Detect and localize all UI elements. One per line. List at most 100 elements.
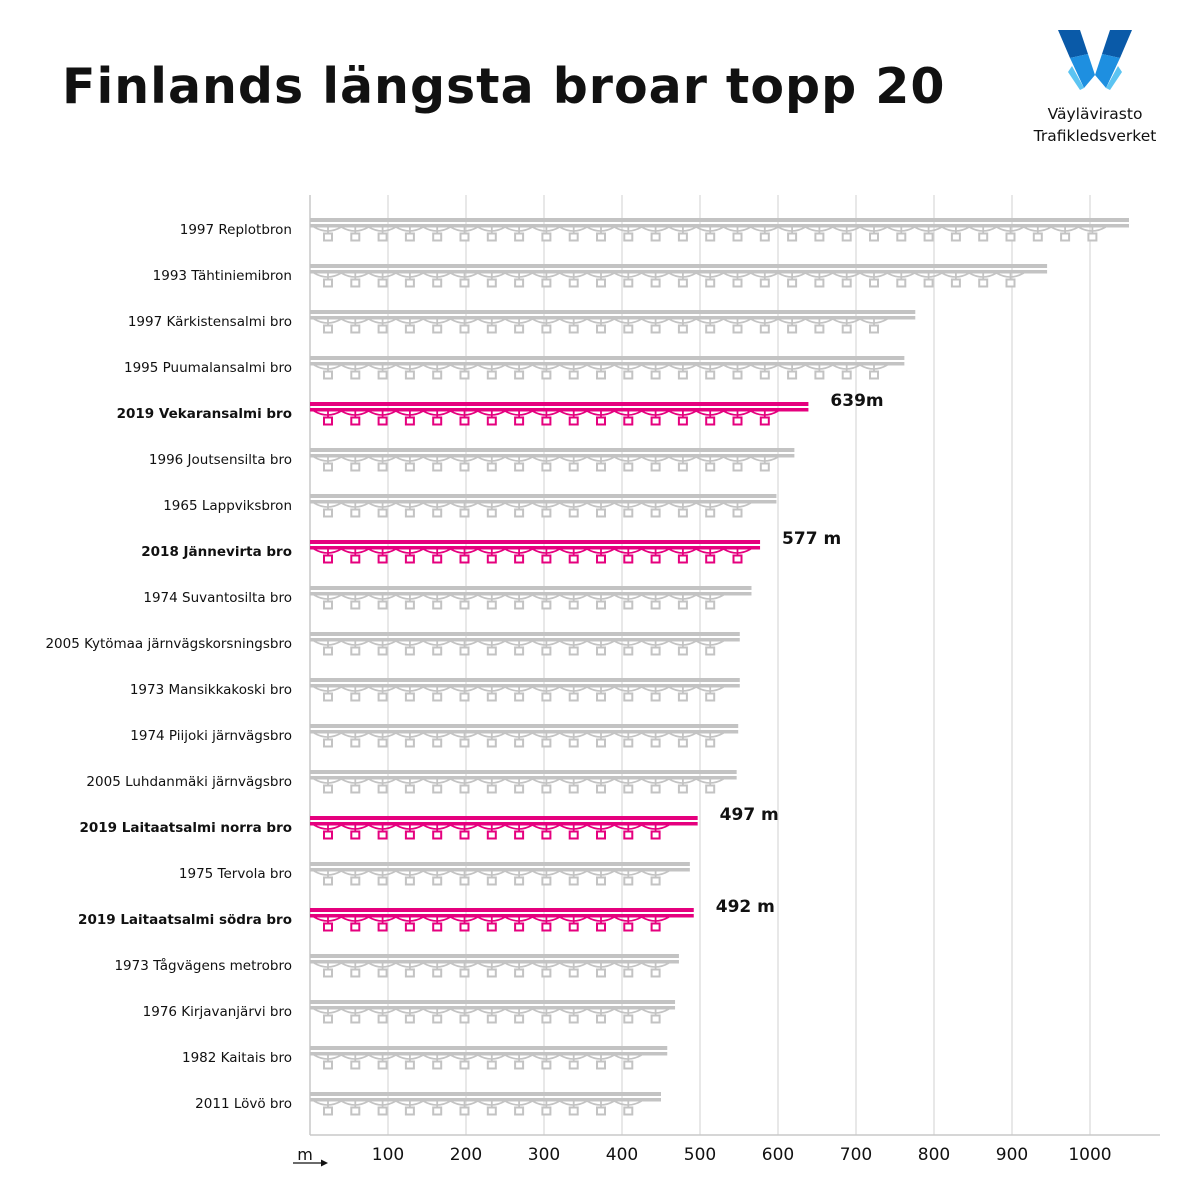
bridge-deck-bottom — [310, 270, 1048, 274]
bridge-pier-foot — [486, 876, 497, 886]
category-label: 1982 Kaitais bro — [182, 1050, 292, 1066]
bridge-pier-foot — [596, 600, 606, 610]
bridge-pier-foot — [705, 324, 716, 334]
bridge-bar — [310, 816, 698, 840]
bridge-pier-foot — [705, 232, 716, 242]
bridge-pier-foot — [459, 738, 470, 748]
bridge-pier-foot — [350, 324, 361, 334]
bridge-pier-foot — [623, 968, 634, 978]
bridge-bar — [310, 908, 694, 932]
x-tick-label: 200 — [450, 1145, 482, 1165]
bridge-pier-foot — [923, 278, 934, 288]
category-label: 2019 Vekaransalmi bro — [117, 406, 292, 422]
bridge-pier-foot — [596, 784, 606, 794]
bridge-pier-foot — [596, 370, 606, 380]
category-label: 1993 Tähtiniemibron — [153, 268, 292, 284]
bridge-pier-foot — [486, 646, 497, 656]
bridge-pier-foot — [323, 600, 333, 610]
bridge-pier-foot — [404, 922, 415, 932]
bridge-pier-foot — [568, 646, 579, 656]
bridge-pier-foot — [432, 370, 443, 380]
bridge-arches — [313, 502, 752, 508]
bridge-deck-top — [310, 816, 698, 820]
bridge-bar — [310, 448, 795, 472]
bridge-pier-foot — [568, 922, 579, 932]
bridge-pier-foot — [568, 554, 579, 564]
bridge-pier-foot — [677, 324, 688, 334]
bridge-pier-foot — [869, 370, 879, 380]
bridge-pier-foot — [404, 278, 415, 288]
x-tick-label: 900 — [996, 1145, 1028, 1165]
bridge-pier-foot — [596, 508, 606, 518]
bridge-pier-foot — [350, 1106, 361, 1116]
agency-logo: Väylävirasto Trafikledsverket — [1010, 30, 1180, 150]
bridge-deck-top — [310, 356, 905, 360]
bridge-pier-foot — [377, 876, 388, 886]
bridge-pier-foot — [568, 738, 579, 748]
bridge-pier-foot — [459, 278, 470, 288]
bridge-pier-foot — [787, 278, 798, 288]
bridge-pier-foot — [759, 232, 770, 242]
bridge-bar — [310, 770, 737, 794]
x-tick-label: 300 — [528, 1145, 560, 1165]
bridge-pier-foot — [432, 968, 443, 978]
bridge-pier-foot — [377, 462, 388, 472]
bridge-deck-top — [310, 1046, 668, 1050]
bridge-pier-foot — [514, 784, 525, 794]
bridge-pier-foot — [350, 600, 361, 610]
bridge-pier-foot — [1005, 232, 1016, 242]
bridge-pier-foot — [323, 1106, 333, 1116]
bridge-pier-foot — [541, 830, 552, 840]
bridge-pier-foot — [432, 646, 443, 656]
bridge-deck-bottom — [310, 914, 694, 918]
bridge-pier-foot — [459, 554, 470, 564]
category-label: 2019 Laitaatsalmi södra bro — [78, 912, 292, 928]
bridge-pier-foot — [896, 232, 907, 242]
bridge-pier-foot — [404, 508, 415, 518]
bridge-pier-foot — [978, 278, 989, 288]
bridge-pier-foot — [705, 646, 716, 656]
category-label: 1995 Puumalansalmi bro — [124, 360, 292, 376]
category-label: 2019 Laitaatsalmi norra bro — [79, 820, 292, 836]
bridge-deck-top — [310, 448, 795, 452]
bridge-deck-top — [310, 862, 690, 866]
bridge-pier-foot — [514, 830, 525, 840]
bridge-pier-foot — [486, 462, 497, 472]
bridge-pier-foot — [459, 1060, 470, 1070]
bridge-pier-foot — [350, 554, 361, 564]
bridge-pier-foot — [705, 416, 716, 426]
bridge-pier-foot — [432, 922, 443, 932]
bridge-pier-foot — [869, 278, 879, 288]
bridge-pier-foot — [841, 278, 852, 288]
bridge-pier-foot — [323, 738, 333, 748]
bridge-pier-foot — [568, 968, 579, 978]
logo-shape-right-low — [1106, 66, 1122, 90]
bridge-pier-foot — [732, 324, 743, 334]
bridge-pier-foot — [432, 830, 443, 840]
bridge-bar — [310, 218, 1129, 242]
bridge-pier-foot — [950, 232, 961, 242]
bridge-pier-foot — [705, 692, 716, 702]
bridge-pier-foot — [350, 416, 361, 426]
bridge-pier-foot — [323, 232, 333, 242]
bridge-pier-foot — [541, 1014, 552, 1024]
bridge-pier-foot — [377, 1060, 388, 1070]
bridge-deck-top — [310, 770, 737, 774]
bridge-pier-foot — [623, 370, 634, 380]
bridge-pier-foot — [650, 278, 661, 288]
bridge-pier-foot — [623, 232, 634, 242]
bridge-pier-foot — [568, 462, 579, 472]
bridge-pier-foot — [404, 1106, 415, 1116]
bridge-pier-foot — [650, 830, 661, 840]
bridge-pier-foot — [541, 462, 552, 472]
bridge-pier-foot — [814, 324, 825, 334]
bridge-bar — [310, 1046, 668, 1070]
bridge-pier-foot — [596, 462, 606, 472]
bridge-pier-foot — [596, 922, 606, 932]
bridge-pier-foot — [350, 646, 361, 656]
bridge-pier-foot — [596, 738, 606, 748]
bridge-pier-foot — [486, 692, 497, 702]
bridge-pier-foot — [404, 232, 415, 242]
bridge-pier-foot — [377, 784, 388, 794]
